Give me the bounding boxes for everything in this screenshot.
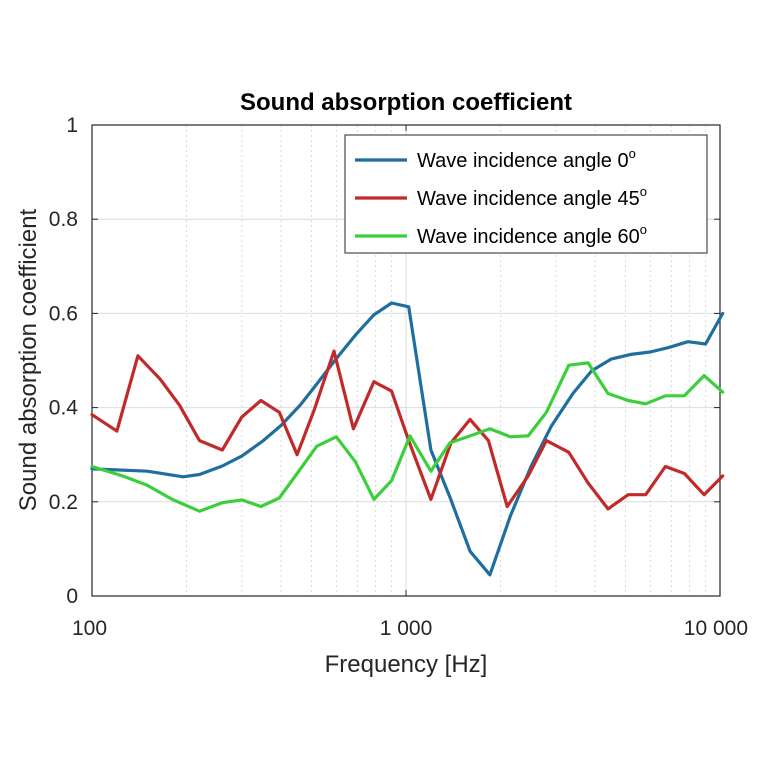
x-tick-label: 100 [72,617,107,640]
axes: 0 0.2 0.4 0.6 0.8 1 100 1 000 10 000 [49,114,748,640]
plot-lines [90,301,725,577]
x-tick-label: 1 000 [380,617,433,640]
y-tick-label: 0.6 [49,302,78,325]
legend-label: Wave incidence angle 0o [417,146,636,172]
y-tick-label: 0.2 [49,491,78,514]
series-line-0 [90,301,725,577]
x-axis-label: Frequency [Hz] [325,651,488,678]
legend-box [344,134,708,254]
y-tick-label: 0.8 [49,208,78,231]
legend-label: Wave incidence angle 60o [417,222,647,248]
y-tick-label: 0.4 [49,397,79,420]
y-tick-label: 0 [66,585,78,608]
y-axis-label: Sound absorption coefficient [15,208,42,511]
legend: Wave incidence angle 0o Wave incidence an… [344,134,708,254]
legend-label: Wave incidence angle 45o [417,184,647,210]
legend-label-superscript: o [640,222,647,237]
chart-title: Sound absorption coefficient [240,89,572,116]
legend-label-superscript: o [640,184,647,199]
series-line-2 [90,361,725,513]
y-tick-label: 1 [66,114,78,137]
x-tick-label: 10 000 [684,617,748,640]
legend-label-superscript: o [629,146,636,161]
